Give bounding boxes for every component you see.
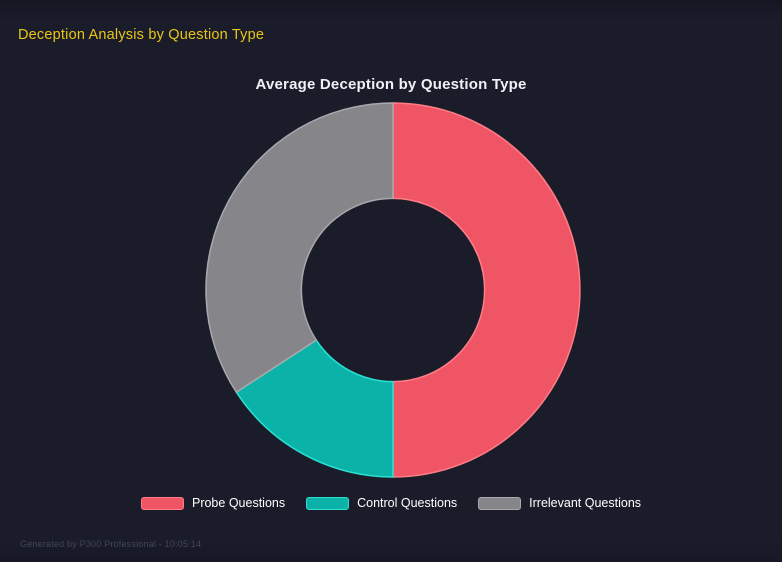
legend-swatch bbox=[306, 496, 350, 510]
legend-label: Irrelevant Questions bbox=[529, 496, 642, 510]
chart-title: Average Deception by Question Type bbox=[255, 76, 527, 93]
footer-note: Generated by P300 Professional - 10:05:1… bbox=[20, 539, 202, 549]
legend-swatch bbox=[140, 496, 184, 510]
legend-item-irrelevant[interactable]: Irrelevant Questions bbox=[478, 496, 641, 510]
donut-chart[interactable] bbox=[203, 100, 583, 480]
chart-legend: Probe Questions Control Questions Irrele… bbox=[0, 496, 782, 510]
donut-slice[interactable] bbox=[235, 339, 394, 478]
legend-item-probe[interactable]: Probe Questions bbox=[140, 496, 286, 510]
page-title: Deception Analysis by Question Type bbox=[18, 27, 265, 43]
legend-label: Control Questions bbox=[357, 496, 458, 510]
legend-swatch bbox=[478, 496, 522, 510]
donut-slice[interactable] bbox=[205, 102, 394, 393]
legend-item-control[interactable]: Control Questions bbox=[306, 496, 457, 510]
donut-slice[interactable] bbox=[392, 102, 581, 478]
legend-label: Probe Questions bbox=[191, 496, 286, 510]
